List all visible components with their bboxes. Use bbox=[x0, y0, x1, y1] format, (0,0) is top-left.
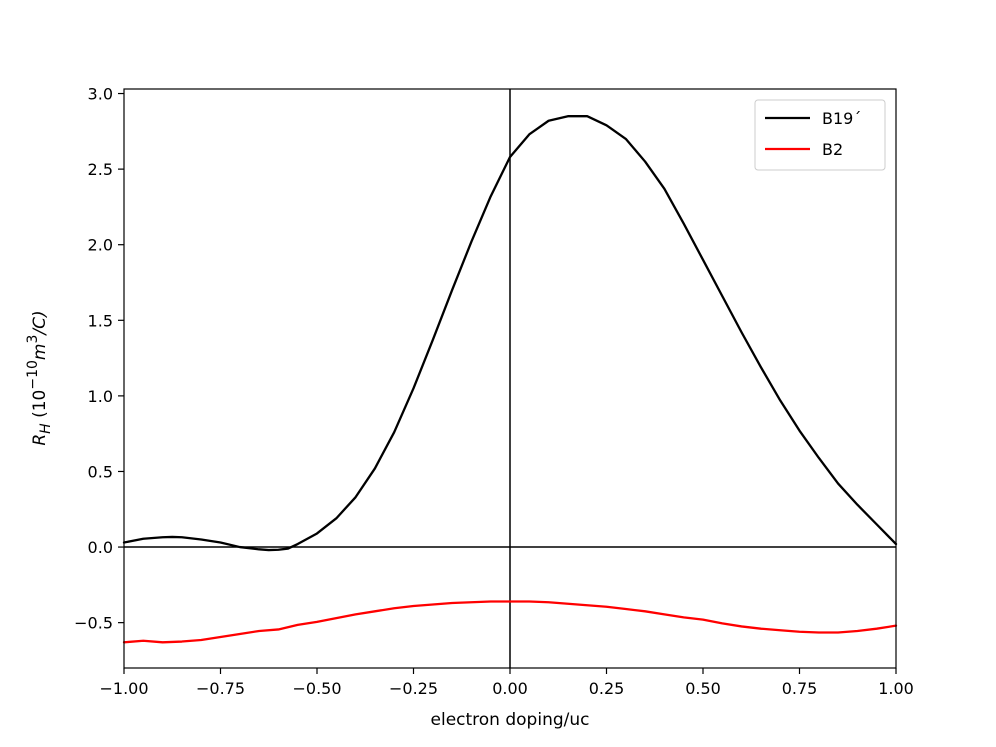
y-label-unit-exp: 3 bbox=[25, 335, 41, 344]
y-tick-label: 1.0 bbox=[88, 387, 113, 406]
x-tick-label: −0.25 bbox=[389, 679, 438, 698]
legend-label-b2: B2 bbox=[822, 140, 843, 159]
x-tick-label: 0.25 bbox=[589, 679, 625, 698]
y-tick-label: 1.5 bbox=[88, 311, 113, 330]
x-tick-label: 0.00 bbox=[492, 679, 528, 698]
x-tick-label: −0.75 bbox=[196, 679, 245, 698]
y-label-unit: m bbox=[30, 344, 50, 361]
y-axis-ticks: −0.5 0.0 0.5 1.0 1.5 2.0 2.5 3.0 bbox=[74, 85, 124, 633]
x-tick-label: −0.50 bbox=[292, 679, 341, 698]
y-label-close: /C) bbox=[30, 310, 50, 336]
y-tick-label: 2.5 bbox=[88, 160, 113, 179]
y-tick-label: −0.5 bbox=[74, 614, 113, 633]
y-axis-label: RH (10−10m3/C) bbox=[25, 310, 54, 445]
legend-label-b19: B19´ bbox=[822, 109, 861, 128]
x-axis-ticks: −1.00 −0.75 −0.50 −0.25 0.00 0.25 0.50 0.75 1.00 bbox=[99, 668, 914, 698]
x-tick-label: 0.75 bbox=[782, 679, 818, 698]
y-tick-label: 0.5 bbox=[88, 462, 113, 481]
legend: B19´ B2 bbox=[754, 99, 886, 171]
series-line-b2 bbox=[122, 600, 898, 644]
y-tick-label: 0.0 bbox=[88, 538, 113, 557]
series-line-b19 bbox=[122, 115, 898, 552]
legend-box bbox=[754, 99, 886, 171]
y-label-main: R bbox=[30, 434, 50, 446]
y-label-open: (10 bbox=[30, 390, 50, 424]
x-tick-label: 1.00 bbox=[878, 679, 914, 698]
y-label-exp: −10 bbox=[25, 360, 41, 390]
x-tick-label: 0.50 bbox=[685, 679, 721, 698]
x-axis-label: electron doping/uc bbox=[431, 710, 590, 730]
y-tick-label: 3.0 bbox=[88, 85, 113, 104]
y-tick-label: 2.0 bbox=[88, 236, 113, 255]
y-label-sub: H bbox=[38, 423, 54, 434]
x-tick-label: −1.00 bbox=[99, 679, 148, 698]
